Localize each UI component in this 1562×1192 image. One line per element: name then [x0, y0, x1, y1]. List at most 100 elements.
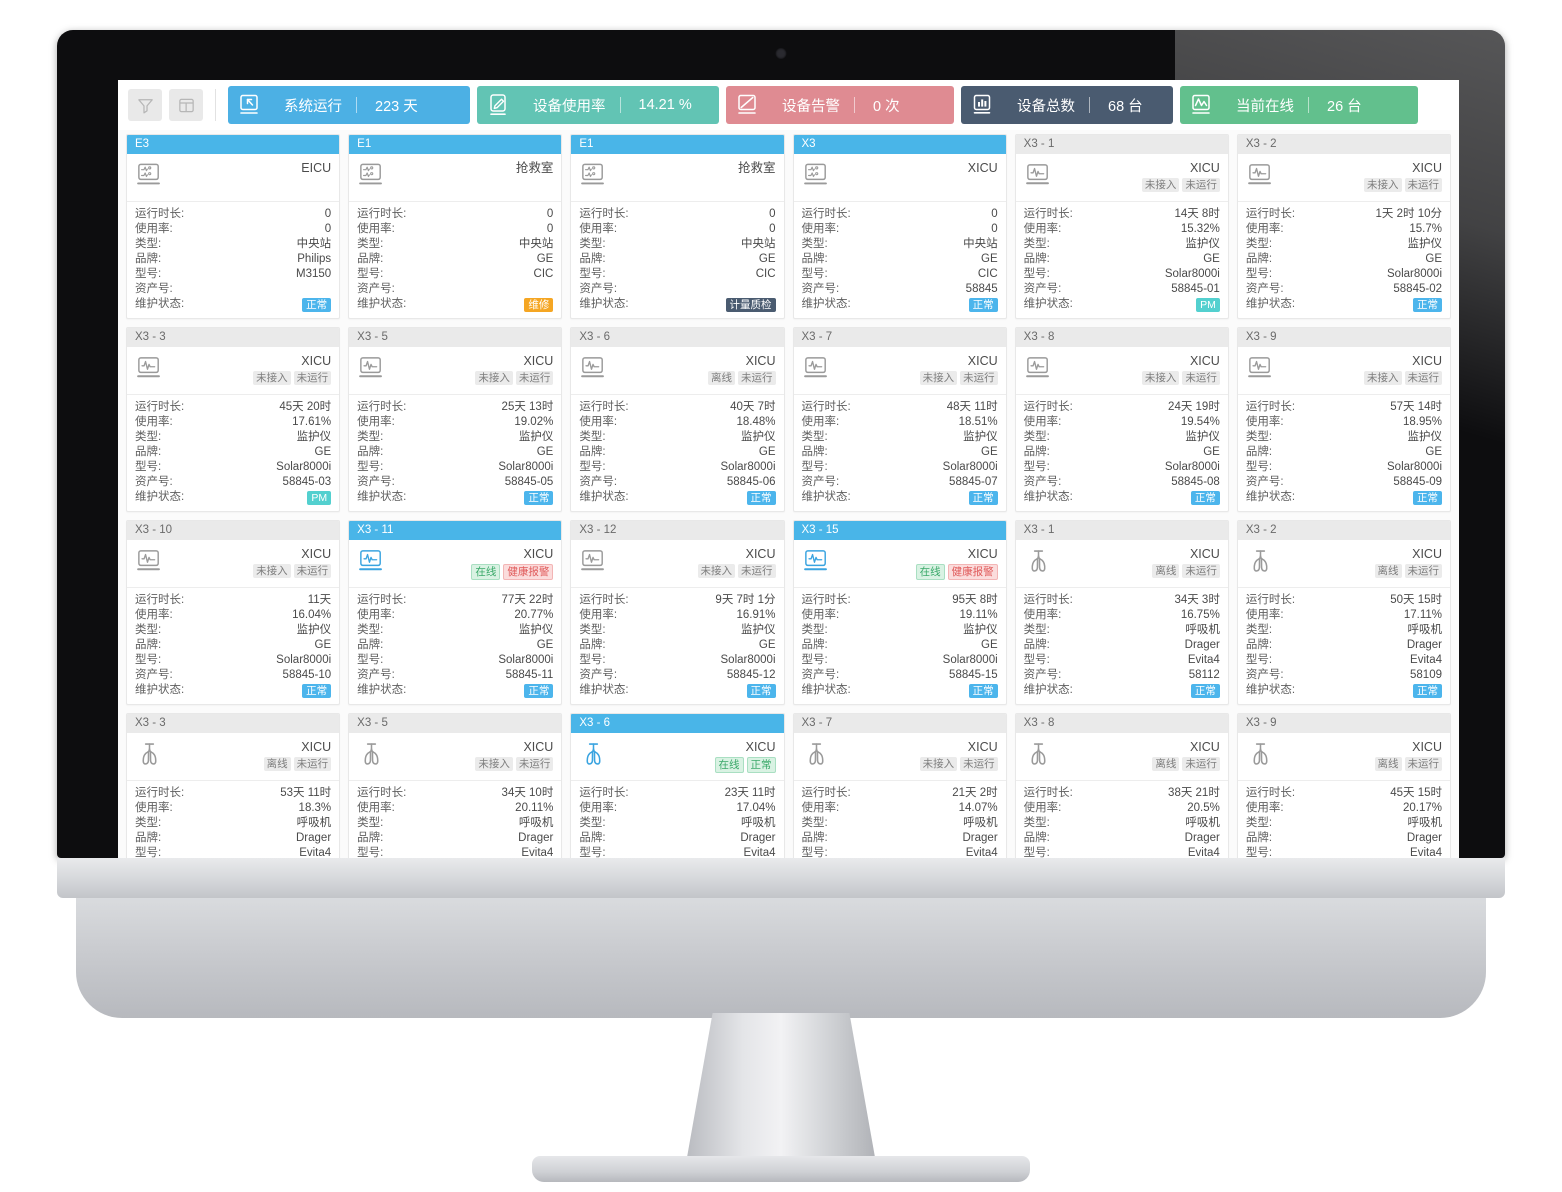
card-header-bed-label[interactable]: X3 - 5 [349, 714, 562, 733]
device-card[interactable]: X3 - 2 XICU 未接入 未运行 运行时长: 1天 2时 10分 使用率: … [1236, 134, 1451, 319]
kpi-alarm-screen[interactable]: 设备告警 0 次 [726, 86, 954, 124]
card-summary: XICU 离线 未运行 [1237, 733, 1450, 781]
runtime-row: 运行时长: 53天 11时 [135, 786, 331, 801]
card-summary: XICU 在线 正常 [571, 733, 784, 781]
card-header-bed-label[interactable]: E1 [571, 135, 784, 154]
card-header-bed-label[interactable]: E3 [127, 135, 340, 154]
card-header-bed-label[interactable]: X3 - 8 [1015, 714, 1228, 733]
device-card[interactable]: X3 - 8 XICU 未接入 未运行 运行时长: 24天 19时 使用率: 19… [1014, 327, 1229, 512]
status-badge: 正常 [746, 757, 776, 773]
card-header-bed-label[interactable]: X3 - 3 [127, 714, 340, 733]
device-card[interactable]: X3 - 6 XICU 离线 未运行 运行时长: 40天 7时 使用率: 18.4… [570, 327, 785, 512]
card-header-bed-label[interactable]: X3 - 9 [1237, 714, 1450, 733]
model-row: 型号: Evita4 [802, 846, 998, 858]
status-badge: 未运行 [1182, 178, 1220, 192]
card-header-bed-label[interactable]: X3 - 6 [571, 328, 784, 347]
device-card[interactable]: X3 - 8 XICU 离线 未运行 运行时长: 38天 21时 使用率: 20.… [1014, 713, 1229, 858]
field-value: Evita4 [965, 847, 998, 858]
layout-grid-icon[interactable] [169, 89, 203, 121]
asset-row: 资产号: 58845 [802, 282, 998, 297]
device-card[interactable]: X3 - 6 XICU 在线 正常 运行时长: 23天 11时 使用率: 17.0… [570, 713, 785, 858]
device-card[interactable]: X3 - 1 XICU 未接入 未运行 运行时长: 14天 8时 使用率: 15.… [1014, 134, 1229, 319]
kpi-usage-pen[interactable]: 设备使用率 14.21 % [477, 86, 719, 124]
card-header-bed-label[interactable]: X3 [793, 135, 1006, 154]
device-card[interactable]: X3 - 5 XICU 未接入 未运行 运行时长: 34天 10时 使用率: 20… [348, 713, 563, 858]
device-card[interactable]: X3 XICU 运行时长: 0 使用率: 0 类型: 中央站 [792, 134, 1007, 319]
card-header-bed-label[interactable]: X3 - 1 [1015, 521, 1228, 540]
card-header-bed-label[interactable]: X3 - 2 [1237, 135, 1450, 154]
maintenance-status-badge: 正常 [524, 683, 554, 698]
device-card[interactable]: X3 - 9 XICU 未接入 未运行 运行时长: 57天 14时 使用率: 18… [1236, 327, 1451, 512]
field-label: 型号: [579, 268, 606, 280]
card-header-bed-label[interactable]: X3 - 7 [793, 714, 1006, 733]
device-card[interactable]: X3 - 5 XICU 未接入 未运行 运行时长: 25天 13时 使用率: 19… [348, 327, 563, 512]
device-card[interactable]: E3 EICU 运行时长: 0 使用率: 0 类型: 中央站 [126, 134, 341, 319]
field-value: 48天 11时 [946, 401, 998, 413]
card-summary-right: XICU 未接入 未运行 [1364, 161, 1442, 192]
field-label: 运行时长: [135, 401, 185, 413]
status-badge: 离线 [1374, 564, 1402, 578]
runtime-row: 运行时长: 48天 11时 [802, 400, 998, 415]
card-header-bed-label[interactable]: X3 - 2 [1237, 521, 1450, 540]
card-header-bed-label[interactable]: E1 [349, 135, 562, 154]
brand-row: 品牌: GE [579, 638, 775, 653]
type-row: 类型: 呼吸机 [1246, 816, 1442, 831]
usage-row: 使用率: 15.7% [1246, 222, 1442, 237]
status-badge-row: 未接入 未运行 [919, 757, 998, 771]
card-header-bed-label[interactable]: X3 - 12 [571, 521, 784, 540]
card-header-bed-label[interactable]: X3 - 11 [349, 521, 562, 540]
kpi-system-run[interactable]: 系统运行 223 天 [228, 86, 470, 124]
device-card[interactable]: X3 - 10 XICU 未接入 未运行 运行时长: 11天 使用率: 16.04… [126, 520, 341, 705]
usage-row: 使用率: 17.04% [579, 801, 775, 816]
ventilator-icon [357, 740, 387, 770]
device-card[interactable]: X3 - 15 XICU 在线 健康报警 运行时长: 95天 8时 使用率: 19… [792, 520, 1007, 705]
card-header-bed-label[interactable]: X3 - 15 [793, 521, 1006, 540]
toolbar-divider [215, 89, 216, 121]
device-card[interactable]: X3 - 1 XICU 离线 未运行 运行时长: 34天 3时 使用率: 16.7… [1014, 520, 1229, 705]
field-label: 运行时长: [579, 208, 629, 220]
status-badge-row: 未接入 未运行 [253, 564, 332, 578]
card-header-bed-label[interactable]: X3 - 9 [1237, 328, 1450, 347]
device-card[interactable]: X3 - 9 XICU 离线 未运行 运行时长: 45天 15时 使用率: 20.… [1236, 713, 1451, 858]
field-label: 品牌: [1245, 253, 1273, 265]
device-card[interactable]: X3 - 11 XICU 在线 健康报警 运行时长: 77天 22时 使用率: 2… [348, 520, 563, 705]
card-header-bed-label[interactable]: X3 - 10 [127, 521, 340, 540]
device-card[interactable]: X3 - 3 XICU 离线 未运行 运行时长: 53天 11时 使用率: 18.… [126, 713, 341, 858]
model-row: 型号: Solar8000i [1024, 460, 1220, 475]
card-properties: 运行时长: 11天 使用率: 16.04% 类型: 监护仪 品牌: GE 型号:… [127, 588, 339, 704]
card-header-bed-label[interactable]: X3 - 7 [793, 328, 1006, 347]
card-header-bed-label[interactable]: X3 - 3 [127, 328, 340, 347]
monitor-icon [135, 354, 165, 384]
model-row: 型号: Solar8000i [1246, 460, 1442, 475]
maintenance-row: 维护状态: 正常 [1246, 683, 1442, 698]
field-label: 品牌: [579, 253, 606, 265]
field-value: CIC [977, 268, 998, 280]
asset-row: 资产号: 58845-11 [357, 668, 553, 683]
card-summary: XICU 未接入 未运行 [349, 347, 562, 395]
card-header-bed-label[interactable]: X3 - 8 [1015, 328, 1228, 347]
device-card[interactable]: X3 - 12 XICU 未接入 未运行 运行时长: 9天 7时 1分 使用率: … [570, 520, 785, 705]
device-card[interactable]: X3 - 7 XICU 未接入 未运行 运行时长: 21天 2时 使用率: 14.… [792, 713, 1007, 858]
card-header-bed-label[interactable]: X3 - 5 [349, 328, 562, 347]
device-card[interactable]: X3 - 7 XICU 未接入 未运行 运行时长: 48天 11时 使用率: 18… [792, 327, 1007, 512]
brand-row: 品牌: Drager [579, 831, 775, 846]
filter-funnel-icon[interactable] [128, 89, 162, 121]
field-label: 资产号: [801, 669, 840, 681]
card-header-bed-label[interactable]: X3 - 1 [1015, 135, 1228, 154]
kpi-online-wave[interactable]: 当前在线 26 台 [1180, 86, 1418, 124]
device-card[interactable]: E1 抢救室 运行时长: 0 使用率: 0 类型: 中央站 [348, 134, 563, 319]
field-value: 18.95% [1402, 416, 1442, 428]
device-card[interactable]: E1 抢救室 运行时长: 0 使用率: 0 类型: 中央站 [570, 134, 785, 319]
field-label: 资产号: [1023, 283, 1062, 295]
type-row: 类型: 中央站 [579, 237, 775, 252]
device-card[interactable]: X3 - 2 XICU 离线 未运行 运行时长: 50天 15时 使用率: 17.… [1236, 520, 1451, 705]
field-value: 中央站 [741, 238, 776, 250]
card-header-bed-label[interactable]: X3 - 6 [571, 714, 784, 733]
kpi-bar-chart[interactable]: 设备总数 68 台 [961, 86, 1173, 124]
card-summary-right: XICU 未接入 未运行 [1141, 161, 1220, 192]
maintenance-row: 维护状态: PM [135, 490, 332, 505]
field-value: 1天 2时 10分 [1375, 208, 1442, 220]
field-label: 资产号: [579, 476, 618, 488]
runtime-row: 运行时长: 11天 [135, 593, 331, 608]
device-card[interactable]: X3 - 3 XICU 未接入 未运行 运行时长: 45天 20时 使用率: 17… [126, 327, 341, 512]
